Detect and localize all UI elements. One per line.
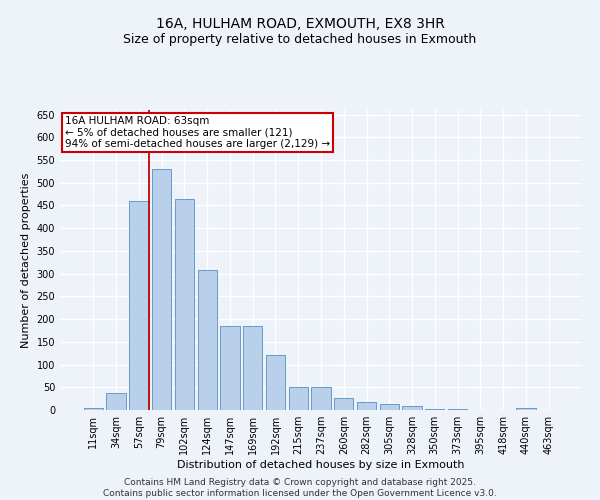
- Bar: [380, 404, 399, 410]
- Bar: [175, 198, 194, 410]
- Text: Size of property relative to detached houses in Exmouth: Size of property relative to detached ho…: [124, 32, 476, 46]
- Bar: [220, 326, 239, 410]
- Bar: [197, 270, 217, 410]
- Bar: [334, 398, 353, 410]
- Bar: [357, 402, 376, 410]
- Bar: [425, 408, 445, 410]
- Bar: [311, 388, 331, 410]
- Bar: [243, 326, 262, 410]
- Bar: [516, 408, 536, 410]
- Text: 16A HULHAM ROAD: 63sqm
← 5% of detached houses are smaller (121)
94% of semi-det: 16A HULHAM ROAD: 63sqm ← 5% of detached …: [65, 116, 331, 149]
- Bar: [266, 356, 285, 410]
- Text: 16A, HULHAM ROAD, EXMOUTH, EX8 3HR: 16A, HULHAM ROAD, EXMOUTH, EX8 3HR: [155, 18, 445, 32]
- Bar: [289, 388, 308, 410]
- Bar: [448, 408, 467, 410]
- Y-axis label: Number of detached properties: Number of detached properties: [21, 172, 31, 348]
- Bar: [403, 406, 422, 410]
- Bar: [106, 393, 126, 410]
- Bar: [152, 169, 172, 410]
- Text: Contains HM Land Registry data © Crown copyright and database right 2025.
Contai: Contains HM Land Registry data © Crown c…: [103, 478, 497, 498]
- Bar: [84, 408, 103, 410]
- X-axis label: Distribution of detached houses by size in Exmouth: Distribution of detached houses by size …: [177, 460, 465, 470]
- Bar: [129, 201, 149, 410]
